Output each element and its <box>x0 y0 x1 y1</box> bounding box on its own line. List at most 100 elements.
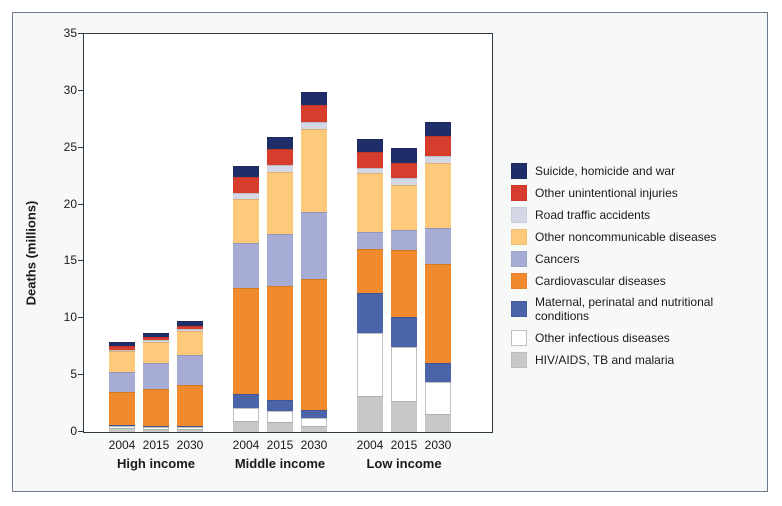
bar-segment <box>391 163 417 179</box>
y-tick-label: 0 <box>47 424 77 438</box>
bar-segment <box>267 400 293 411</box>
bar-segment <box>143 340 169 342</box>
legend-label: Other noncommunicable diseases <box>535 230 716 244</box>
bar-segment <box>177 321 203 326</box>
legend-swatch <box>511 330 527 346</box>
legend-item: Road traffic accidents <box>511 207 766 223</box>
bar-segment <box>267 422 293 432</box>
bar-segment <box>177 355 203 385</box>
bar-segment <box>177 326 203 329</box>
bar <box>357 139 383 432</box>
bar-segment <box>301 212 327 279</box>
bar-segment <box>425 363 451 382</box>
legend-swatch <box>511 352 527 368</box>
legend-label: HIV/AIDS, TB and malaria <box>535 353 674 367</box>
bar-segment <box>109 428 135 432</box>
group-label: Middle income <box>235 456 325 471</box>
bar-segment <box>177 426 203 427</box>
bar <box>301 92 327 432</box>
bar-segment <box>177 385 203 427</box>
bar-segment <box>109 426 135 428</box>
bar-segment <box>267 286 293 400</box>
x-tick-label: 2015 <box>267 438 294 452</box>
legend-item: Suicide, homicide and war <box>511 163 766 179</box>
bar-segment <box>143 429 169 432</box>
bar-segment <box>301 418 327 425</box>
bar-segment <box>109 346 135 349</box>
legend-swatch <box>511 251 527 267</box>
bar <box>391 148 417 432</box>
legend-label: Other unintentional injuries <box>535 186 678 200</box>
bar-segment <box>109 342 135 346</box>
legend-swatch <box>511 273 527 289</box>
bar-segment <box>301 92 327 105</box>
plot-area: 200420152030High income200420152030Middl… <box>83 33 493 433</box>
bar-segment <box>109 351 135 371</box>
bar <box>267 137 293 432</box>
y-tick-label: 35 <box>47 26 77 40</box>
legend-label: Road traffic accidents <box>535 208 650 222</box>
bar-segment <box>143 363 169 389</box>
y-tick-label: 25 <box>47 140 77 154</box>
legend-swatch <box>511 229 527 245</box>
x-tick-label: 2030 <box>177 438 204 452</box>
group-label: Low income <box>366 456 441 471</box>
bar-segment <box>391 148 417 162</box>
bar-segment <box>143 333 169 337</box>
bar-segment <box>267 172 293 233</box>
bar-segment <box>143 389 169 426</box>
bar-segment <box>391 178 417 185</box>
bar-segment <box>233 421 259 432</box>
bar <box>109 342 135 432</box>
bar-segment <box>425 264 451 363</box>
bar-segment <box>391 401 417 432</box>
legend-label: Suicide, homicide and war <box>535 164 675 178</box>
x-tick-label: 2030 <box>301 438 328 452</box>
bar-segment <box>357 396 383 432</box>
bar-segment <box>267 137 293 149</box>
bar-segment <box>391 230 417 250</box>
legend-label: Maternal, perinatal and nutritional cond… <box>535 295 766 324</box>
bar-segment <box>425 163 451 229</box>
bar-segment <box>233 177 259 192</box>
bar-segment <box>391 250 417 317</box>
bar-segment <box>233 166 259 177</box>
bar <box>177 321 203 432</box>
bar-segment <box>301 129 327 212</box>
bar <box>425 122 451 432</box>
legend-label: Cancers <box>535 252 580 266</box>
legend-item: Other unintentional injuries <box>511 185 766 201</box>
bar-segment <box>143 337 169 340</box>
legend-swatch <box>511 301 527 317</box>
bar-segment <box>233 243 259 288</box>
bar-segment <box>425 156 451 163</box>
legend: Suicide, homicide and war Other unintenti… <box>511 163 766 374</box>
bar-segment <box>357 249 383 293</box>
bar-segment <box>301 105 327 122</box>
bar-segment <box>301 122 327 129</box>
legend-label: Other infectious diseases <box>535 331 670 345</box>
bar-segment <box>143 342 169 362</box>
bar-segment <box>143 426 169 427</box>
bar-segment <box>357 333 383 396</box>
bar-segment <box>267 234 293 286</box>
bar-segment <box>267 411 293 422</box>
bar-segment <box>301 426 327 432</box>
bar-segment <box>267 149 293 165</box>
bar-segment <box>391 317 417 348</box>
bar-segment <box>143 427 169 429</box>
legend-item: Cancers <box>511 251 766 267</box>
x-tick-label: 2030 <box>425 438 452 452</box>
x-tick-label: 2015 <box>143 438 170 452</box>
y-tick-label: 10 <box>47 310 77 324</box>
legend-item: Other noncommunicable diseases <box>511 229 766 245</box>
y-tick-label: 15 <box>47 253 77 267</box>
bar-segment <box>357 293 383 333</box>
bar-segment <box>357 232 383 248</box>
bar-segment <box>391 347 417 401</box>
legend-item: Cardiovascular diseases <box>511 273 766 289</box>
bar-segment <box>357 168 383 174</box>
bar-segment <box>301 279 327 411</box>
x-tick-label: 2004 <box>233 438 260 452</box>
bar-segment <box>177 429 203 432</box>
